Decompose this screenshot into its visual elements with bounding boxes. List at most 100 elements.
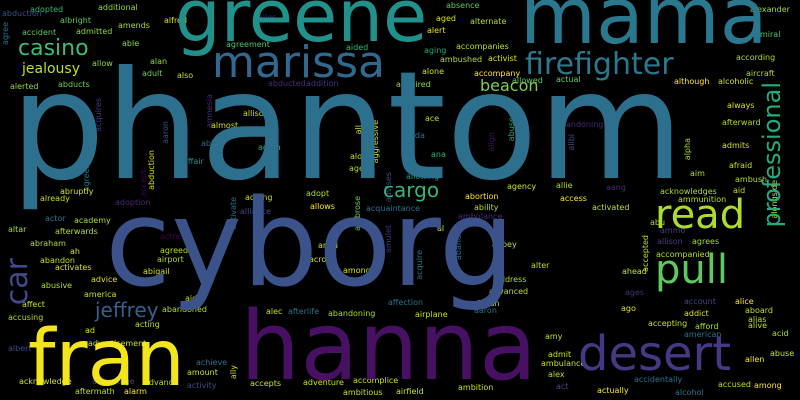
word-jealousy: jealousy (22, 61, 80, 77)
word-small: abigail (143, 267, 170, 276)
word-marissa: marissa (212, 37, 385, 88)
word-small: ana (431, 150, 446, 159)
word-small: ammunition (678, 195, 727, 204)
word-small: adam (258, 143, 281, 152)
word-small: alternate (470, 17, 507, 26)
word-small: acknowledge (19, 377, 72, 386)
word-small: according (736, 53, 776, 62)
word-small: activated (592, 203, 630, 212)
word-small: alexander (750, 5, 790, 14)
word-small: abandoned (162, 305, 207, 314)
word-small: abraham (30, 239, 66, 248)
word-small: always (727, 101, 755, 110)
word-small: activity (187, 381, 217, 390)
word-small: airplane (415, 310, 448, 319)
word-small: adventure (303, 378, 344, 387)
word-mama: mama (520, 0, 768, 62)
word-small: agrees (692, 237, 720, 246)
word-small: agree (1, 22, 10, 45)
word-small: aircraft (746, 69, 775, 78)
word-jeffrey: jeffrey (95, 298, 159, 322)
word-pull: pull (655, 247, 728, 293)
word-small: aided (346, 43, 369, 52)
word-small: abruptly (60, 187, 94, 196)
word-small: airport (157, 255, 184, 264)
word-professional: professional (758, 82, 786, 228)
word-small: also (177, 71, 194, 80)
word-cyborg: cyborg (105, 175, 515, 314)
word-small: alerted (10, 82, 39, 91)
word-small: america (84, 290, 117, 299)
word-small: across (309, 255, 335, 264)
word-greene: greene (175, 0, 428, 58)
word-small: aang (606, 183, 626, 192)
word-small: afterlife (288, 307, 320, 316)
word-small: accidentally (634, 375, 683, 384)
word-small: advance (144, 378, 179, 387)
word-small: ambition (458, 383, 494, 392)
word-small: addition (306, 79, 339, 88)
word-beacon: beacon (480, 76, 539, 95)
word-small: admits (722, 141, 750, 150)
word-small: alone (422, 67, 445, 76)
word-small: alpha (683, 138, 692, 161)
word-small: ambushed (440, 55, 483, 64)
word-casino: casino (18, 36, 89, 61)
word-small: aim (690, 169, 705, 178)
word-small: advertisement (88, 339, 147, 348)
word-small: accepting (648, 319, 688, 328)
word-small: amount (187, 368, 218, 377)
word-small: agreed (160, 246, 189, 255)
word-small: abbey (492, 240, 517, 249)
word-small: acquaintance (366, 204, 421, 213)
word-small: airfield (396, 387, 424, 396)
word-small: ambulance (458, 212, 503, 221)
word-small: ago (621, 304, 636, 313)
word-fran: fran (28, 314, 185, 400)
word-small: abu (650, 218, 666, 227)
word-small: aaron (474, 306, 497, 315)
word-small: additional (98, 3, 138, 12)
word-small: allie (556, 181, 573, 190)
word-small: ahead (622, 267, 647, 276)
word-small: amid (318, 241, 338, 250)
word-small: access (560, 194, 587, 203)
word-small: altar (8, 225, 27, 234)
word-small: able (122, 39, 140, 48)
word-small: albert (8, 344, 32, 353)
word-small: abby (201, 139, 221, 148)
word-small: afterward (722, 118, 761, 127)
word-small: american (684, 330, 722, 339)
word-small: advantage (92, 377, 135, 386)
word-small: ailes (258, 13, 277, 22)
word-small: admitted (76, 27, 113, 36)
word-small: alliance (240, 207, 271, 216)
word-small: alex (548, 370, 565, 379)
word-small: actor (45, 214, 66, 223)
word-small: ages (625, 288, 645, 297)
word-small: accomplice (353, 376, 399, 385)
word-small: adoption (115, 198, 151, 207)
word-small: abortion (465, 192, 499, 201)
word-small: accompany (474, 69, 521, 78)
word-small: alias (748, 315, 767, 324)
word-small: achieve (196, 358, 228, 367)
word-small: ambitious (343, 388, 383, 397)
word-small: abducted (268, 79, 306, 88)
word-small: ability (474, 203, 499, 212)
word-small: accused (718, 380, 751, 389)
word-car: car (0, 258, 35, 306)
word-small: adding (245, 193, 273, 202)
word-small: account (684, 297, 716, 306)
word-small: acknowledges (660, 187, 717, 196)
word-small: alfred (164, 16, 188, 25)
word-small: agent (349, 164, 373, 173)
word-small: ada (410, 131, 425, 140)
word-small: alarm (124, 387, 147, 396)
word-small: abduction (2, 9, 42, 18)
word-small: allows (310, 202, 335, 211)
word-small: addict (684, 309, 709, 318)
word-small: agreement (226, 40, 270, 49)
word-small: allowed (512, 76, 543, 85)
word-small: adopt (306, 189, 330, 198)
